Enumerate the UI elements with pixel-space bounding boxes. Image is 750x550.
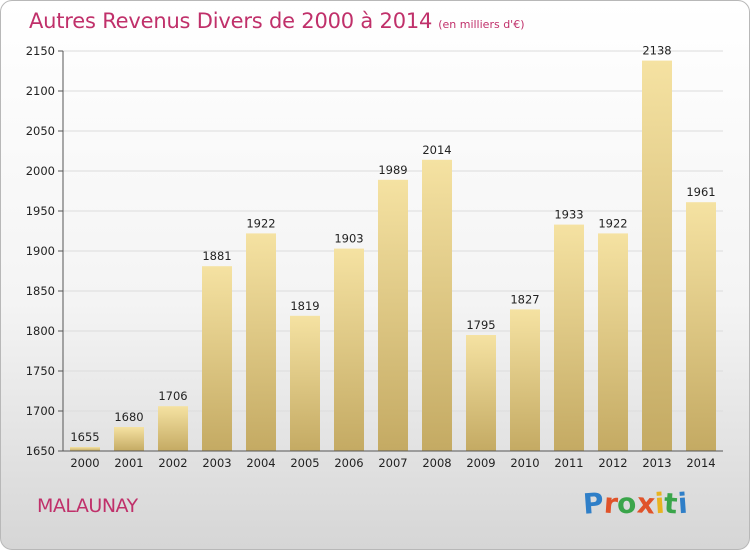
data-label-2007: 1989 <box>378 163 407 177</box>
bar-2005 <box>290 315 320 451</box>
bar-2007 <box>378 179 408 452</box>
x-tick-label: 2005 <box>290 456 319 470</box>
bar-2014 <box>686 202 716 451</box>
y-tick-label: 1750 <box>26 364 55 378</box>
y-tick-label: 1850 <box>26 284 55 298</box>
bar-2000 <box>70 447 100 451</box>
bar-2011 <box>554 224 584 451</box>
y-tick-label: 1950 <box>26 204 55 218</box>
x-tick-label: 2000 <box>70 456 99 470</box>
bar-2010 <box>510 309 540 451</box>
x-tick-label: 2004 <box>246 456 275 470</box>
x-tick-label: 2007 <box>378 456 407 470</box>
x-tick-label: 2006 <box>334 456 363 470</box>
title-row: Autres Revenus Divers de 2000 à 2014 (en … <box>29 9 524 33</box>
x-tick-label: 2003 <box>202 456 231 470</box>
data-label-2005: 1819 <box>290 299 319 313</box>
data-label-2001: 1680 <box>114 410 143 424</box>
x-tick-label: 2001 <box>114 456 143 470</box>
bar-layer <box>70 60 716 452</box>
bar-2003 <box>202 266 232 451</box>
data-label-2002: 1706 <box>158 389 187 403</box>
bar-2006 <box>334 248 364 451</box>
label-layer: 1655 1680 1706 1881 1922 1819 1903 1989 2014 1795… <box>70 44 715 444</box>
x-tick-label: 2009 <box>466 456 495 470</box>
data-label-2012: 1922 <box>598 216 627 230</box>
y-tick-label: 2000 <box>26 164 55 178</box>
x-tick-label: 2012 <box>598 456 627 470</box>
bar-2009 <box>466 335 496 451</box>
data-label-2006: 1903 <box>334 232 363 246</box>
y-tick-label: 1900 <box>26 244 55 258</box>
y-tick-label: 1700 <box>26 404 55 418</box>
x-tick-label: 2010 <box>510 456 539 470</box>
bar-2012 <box>598 233 628 451</box>
commune-name: MALAUNAY <box>37 495 138 517</box>
x-tick-label: 2011 <box>554 456 583 470</box>
data-label-2004: 1922 <box>246 216 275 230</box>
x-tick-label: 2013 <box>642 456 671 470</box>
data-label-2003: 1881 <box>202 249 231 263</box>
brand-logo: Proxiti <box>581 486 689 521</box>
data-label-2011: 1933 <box>554 208 583 222</box>
brand-letter: P <box>581 486 605 521</box>
data-label-2009: 1795 <box>466 318 495 332</box>
y-tick-label: 1650 <box>26 444 55 458</box>
bar-2013 <box>642 60 672 451</box>
y-tick-label: 2150 <box>26 44 55 58</box>
axis-layer: 1650 1700 1750 1800 1850 1900 1950 2000 2050 2100… <box>26 44 723 470</box>
data-label-2010: 1827 <box>510 292 539 306</box>
y-tick-label: 2100 <box>26 84 55 98</box>
brand-letter: x <box>635 486 656 521</box>
chart-title: Autres Revenus Divers de 2000 à 2014 <box>29 9 433 33</box>
y-tick-label: 2050 <box>26 124 55 138</box>
bar-2001 <box>114 427 144 451</box>
chart-subtitle: (en milliers d'€) <box>438 18 525 31</box>
bar-2008 <box>422 159 452 452</box>
brand-letter: i <box>676 486 689 521</box>
data-label-2008: 2014 <box>422 143 451 157</box>
data-label-2000: 1655 <box>70 430 99 444</box>
x-tick-label: 2002 <box>158 456 187 470</box>
bar-2002 <box>158 406 188 451</box>
x-tick-label: 2008 <box>422 456 451 470</box>
bar-2004 <box>246 233 276 451</box>
data-label-2014: 1961 <box>686 185 715 199</box>
x-tick-label: 2014 <box>686 456 715 470</box>
y-tick-label: 1800 <box>26 324 55 338</box>
brand-letter: o <box>616 486 638 521</box>
data-label-2013: 2138 <box>642 44 671 58</box>
